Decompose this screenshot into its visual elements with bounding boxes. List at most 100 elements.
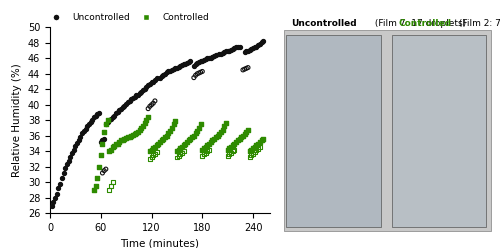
Point [207, 140, 215, 144]
Point [217, 52, 225, 56]
Point [171, 66, 179, 70]
Point [258, 40, 266, 44]
Point [232, 140, 240, 144]
Point [226, 146, 234, 150]
Point [156, 76, 164, 80]
Point [230, 148, 238, 152]
Point [119, 105, 127, 109]
Point [149, 146, 157, 150]
Point [76, 135, 84, 139]
Point [215, 132, 223, 136]
Point [142, 118, 150, 122]
Point [240, 50, 248, 54]
Point [166, 69, 174, 73]
Point [244, 49, 252, 53]
Point [256, 145, 264, 149]
Point [100, 137, 108, 141]
Point [53, 192, 61, 196]
Point [144, 107, 152, 111]
Point [202, 145, 209, 149]
Point [80, 129, 88, 133]
Point [176, 152, 184, 156]
Point [98, 171, 106, 175]
Point [259, 39, 267, 43]
Point [139, 88, 147, 92]
Point [186, 59, 194, 63]
Point [70, 148, 78, 152]
FancyBboxPatch shape [286, 35, 381, 227]
Point [136, 91, 143, 95]
Point [108, 180, 116, 184]
Point [122, 136, 130, 140]
Point [98, 142, 106, 146]
Point [151, 78, 159, 82]
Point [193, 61, 201, 65]
Point [180, 62, 188, 66]
Point [208, 55, 216, 59]
Point [236, 137, 244, 141]
Point [180, 149, 188, 153]
Point [173, 149, 181, 153]
Point [152, 143, 160, 147]
Point [246, 155, 254, 159]
Point [195, 60, 203, 64]
Point [200, 152, 208, 156]
Point [130, 132, 138, 136]
Point [158, 138, 166, 142]
Point [217, 130, 225, 134]
Point [196, 70, 204, 74]
Point [132, 131, 140, 135]
Point [100, 130, 108, 134]
Point [122, 102, 130, 106]
Point [144, 115, 152, 119]
Point [173, 155, 181, 159]
Point [196, 59, 204, 63]
Point [72, 144, 80, 148]
Point [188, 135, 196, 139]
Point [64, 159, 72, 163]
Point [234, 45, 242, 49]
Point [95, 111, 103, 115]
Point [246, 48, 254, 52]
Point [190, 76, 198, 80]
Point [92, 184, 100, 188]
Point [185, 60, 193, 64]
Point [138, 126, 145, 130]
Point [158, 74, 166, 78]
Point [252, 143, 260, 147]
Point [186, 137, 194, 141]
Point [229, 149, 237, 153]
Text: (Film 2: 7 droplets): (Film 2: 7 droplets) [456, 19, 500, 28]
Point [48, 204, 56, 208]
Point [94, 112, 102, 116]
Point [174, 65, 182, 69]
Point [120, 104, 128, 108]
Point [120, 137, 128, 141]
Point [161, 72, 169, 76]
Point [86, 120, 94, 124]
Point [117, 138, 125, 142]
Point [141, 121, 149, 125]
Point [192, 62, 200, 66]
Point [114, 110, 122, 114]
Point [198, 154, 206, 158]
Point [183, 140, 191, 144]
Point [60, 171, 68, 175]
Point [205, 148, 213, 152]
Point [256, 140, 264, 144]
Point [110, 114, 118, 118]
Point [214, 134, 222, 138]
Point [173, 66, 181, 70]
Point [222, 49, 230, 53]
Point [210, 137, 218, 141]
Point [226, 49, 234, 53]
Point [178, 151, 186, 155]
Point [141, 87, 149, 91]
Point [249, 146, 257, 150]
Point [251, 150, 259, 154]
Point [210, 54, 218, 58]
Point [244, 66, 252, 70]
Point [170, 122, 177, 126]
Point [124, 100, 132, 104]
Point [248, 47, 256, 51]
